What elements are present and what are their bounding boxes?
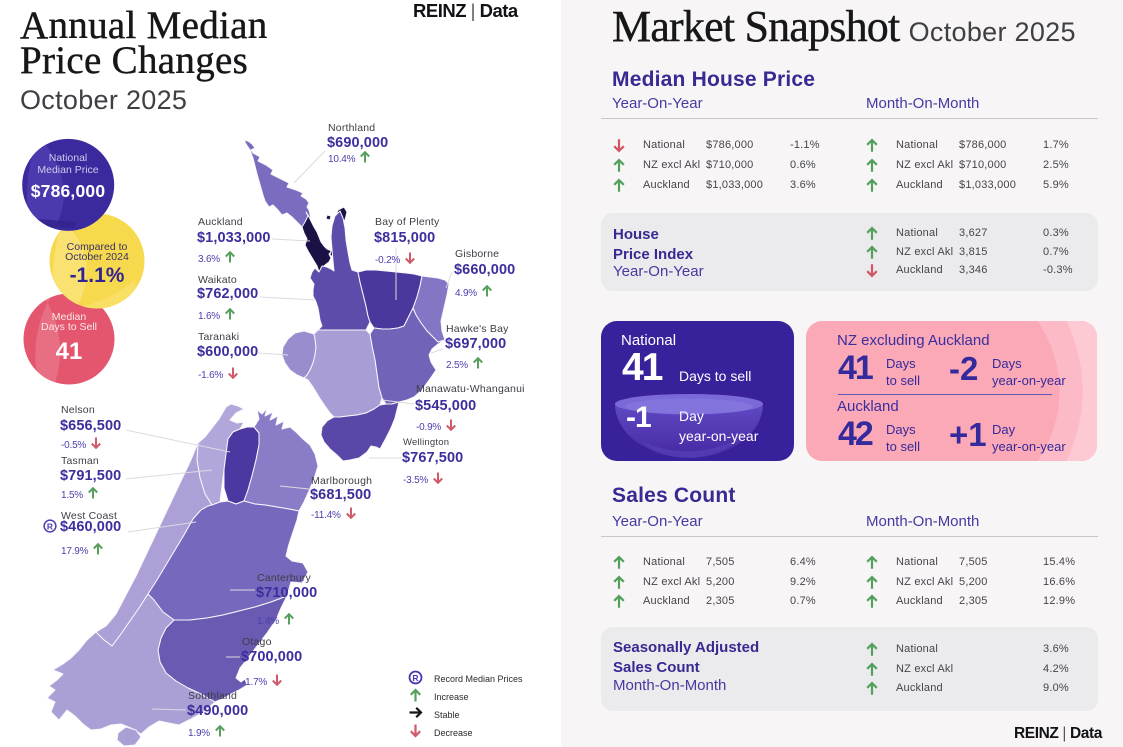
svg-text:R: R <box>412 673 418 683</box>
svg-text:R: R <box>47 522 53 532</box>
